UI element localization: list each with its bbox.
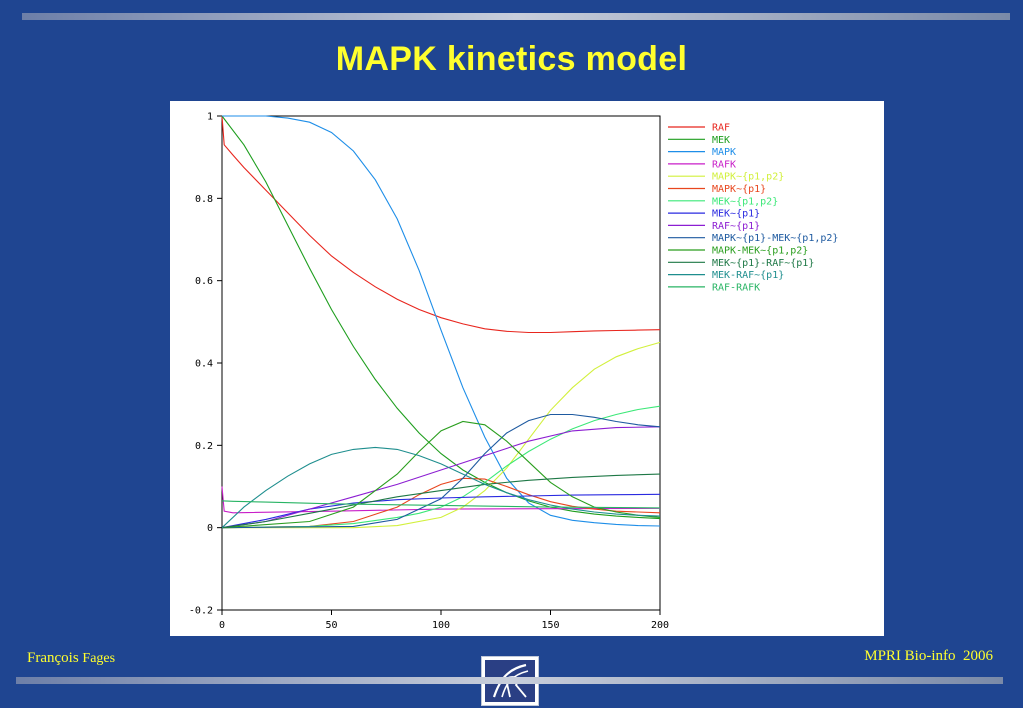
y-tick-label: 0 xyxy=(207,523,213,534)
y-tick-label: 0.4 xyxy=(195,359,213,370)
x-tick-label: 0 xyxy=(219,620,225,631)
slide-title: MAPK kinetics model xyxy=(335,40,688,78)
chart-legend: RAFMEKMAPKRAFKMAPK~{p1,p2}MAPK~{p1}MEK~{… xyxy=(668,123,838,293)
series-line xyxy=(221,420,661,529)
y-tick-label: 0.2 xyxy=(195,441,213,452)
x-tick-label: 50 xyxy=(325,620,337,631)
legend-label: MEK-RAF~{p1} xyxy=(712,270,784,281)
legend-label: RAF~{p1} xyxy=(712,221,760,232)
legend-label: MAPK-MEK~{p1,p2} xyxy=(712,246,808,257)
y-tick-label: 0.6 xyxy=(195,276,213,287)
series-line xyxy=(221,477,661,529)
y-tick-label: 0.8 xyxy=(195,194,213,205)
x-tick-label: 100 xyxy=(432,620,450,631)
line-chart: 0 50 100 150 200-0.200.20.40.60.81 RAFMEKMAP… xyxy=(189,112,839,632)
chart-axes: 0 50 100 150 200 -0.2 0 0.2 0.4 0.6 0.8 1 xyxy=(189,112,669,632)
series-line xyxy=(221,473,661,529)
series-line xyxy=(221,413,661,529)
legend-label: MAPK~{p1,p2} xyxy=(712,172,784,183)
x-tick-label: 150 xyxy=(541,620,559,631)
series-line xyxy=(221,115,661,334)
series-line xyxy=(221,115,661,520)
footer-course: MPRI Bio-info 2006 xyxy=(864,648,993,664)
chart-panel: 0 50 100 150 200 -0.2 0 0.2 0.4 0.6 0.8 1 RAF MEK MAP… xyxy=(170,101,884,636)
chart-series-lines xyxy=(221,115,661,529)
series-line xyxy=(221,493,661,529)
legend-label: MEK~{p1,p2} xyxy=(712,196,778,207)
y-tick-label: -0.2 xyxy=(189,606,213,617)
y-tick-label: 1 xyxy=(207,112,213,123)
plot-frame xyxy=(221,115,661,611)
footer-author: François Fages xyxy=(27,650,115,667)
legend-label: MAPK~{p1} xyxy=(712,184,766,195)
legend-label: MEK xyxy=(712,135,730,146)
top-decorative-bar xyxy=(22,13,1010,20)
legend-label: MAPK xyxy=(712,147,736,158)
series-line xyxy=(221,405,661,529)
legend-label: MEK~{p1}-RAF~{p1} xyxy=(712,258,814,269)
x-tick-label: 200 xyxy=(651,620,669,631)
bottom-decorative-bar xyxy=(16,677,1003,684)
series-line xyxy=(222,500,661,509)
series-line xyxy=(221,486,661,514)
series-line xyxy=(221,426,661,529)
legend-label: RAF-RAFK xyxy=(712,282,760,293)
series-line xyxy=(221,446,661,529)
legend-label: MEK~{p1} xyxy=(712,209,760,220)
footer-author-last: Fages xyxy=(82,651,116,666)
series-line xyxy=(222,115,661,527)
series-line xyxy=(222,341,661,529)
footer-author-first: François xyxy=(27,650,79,666)
legend-label: RAFK xyxy=(712,159,736,170)
legend-label: MAPK~{p1}-MEK~{p1,p2} xyxy=(712,233,838,244)
legend-label: RAF xyxy=(712,123,730,134)
